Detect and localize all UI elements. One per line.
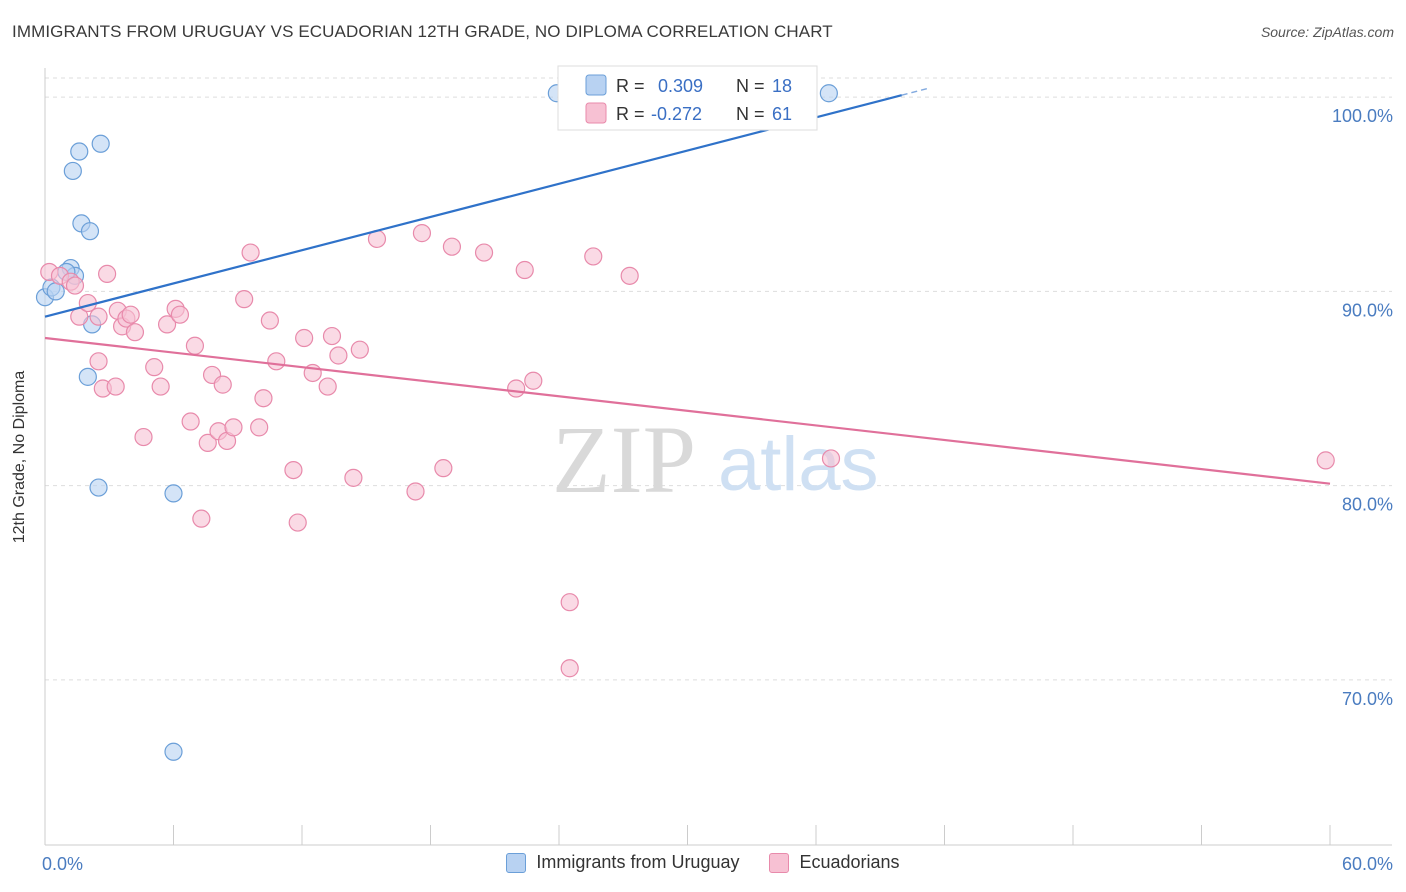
watermark-zip: ZIP bbox=[552, 406, 696, 513]
trend-line-uruguay bbox=[44, 94, 902, 318]
point-ecuadorians bbox=[412, 224, 432, 243]
x-tick-label: 60.0% bbox=[1342, 854, 1393, 874]
point-uruguay bbox=[63, 161, 82, 181]
stats-r-value-ecuadorians: -0.272 bbox=[651, 104, 702, 124]
point-ecuadorians bbox=[192, 509, 211, 528]
grid-lines bbox=[45, 77, 1392, 681]
point-uruguay bbox=[78, 367, 97, 386]
point-ecuadorians bbox=[288, 513, 307, 532]
point-ecuadorians bbox=[254, 389, 273, 408]
point-ecuadorians bbox=[106, 377, 125, 396]
point-ecuadorians bbox=[134, 427, 153, 447]
data-points bbox=[35, 84, 1335, 761]
legend: Immigrants from Uruguay Ecuadorians bbox=[0, 852, 1406, 873]
point-uruguay bbox=[46, 282, 65, 301]
trend-line-uruguay-extension bbox=[901, 87, 928, 96]
point-ecuadorians bbox=[295, 328, 314, 348]
legend-label-uruguay: Immigrants from Uruguay bbox=[536, 852, 740, 872]
point-ecuadorians bbox=[434, 459, 453, 478]
point-ecuadorians bbox=[406, 482, 425, 501]
watermark-atlas: atlas bbox=[718, 422, 879, 507]
point-ecuadorians bbox=[821, 449, 841, 468]
y-tick-label: 80.0% bbox=[1342, 495, 1393, 515]
point-ecuadorians bbox=[250, 418, 269, 437]
point-ecuadorians bbox=[89, 307, 108, 326]
point-uruguay bbox=[164, 484, 183, 503]
point-uruguay bbox=[80, 222, 100, 241]
point-ecuadorians bbox=[507, 379, 526, 398]
chart-title: IMMIGRANTS FROM URUGUAY VS ECUADORIAN 12… bbox=[12, 22, 833, 41]
y-tick-label: 90.0% bbox=[1342, 300, 1393, 320]
point-ecuadorians bbox=[65, 276, 85, 295]
tick-labels: 70.0% 80.0% 90.0% 100.0% 0.0% 60.0% bbox=[42, 106, 1393, 874]
point-ecuadorians bbox=[185, 336, 205, 355]
point-ecuadorians bbox=[151, 377, 170, 396]
y-tick-label: 70.0% bbox=[1342, 689, 1393, 709]
point-ecuadorians bbox=[125, 323, 145, 342]
stats-box: R = 0.309 N = 18 R = -0.272 N = 61 bbox=[557, 65, 818, 131]
watermark: ZIP atlas bbox=[552, 406, 879, 513]
trend-line-ecuadorians bbox=[44, 336, 1331, 485]
point-ecuadorians bbox=[213, 375, 232, 394]
y-tick-label: 100.0% bbox=[1332, 106, 1393, 126]
x-tick-label: 0.0% bbox=[42, 854, 83, 874]
stats-r-label-uruguay: R = bbox=[616, 76, 645, 96]
trend-lines bbox=[44, 87, 1331, 485]
source-label: Source: ZipAtlas.com bbox=[1260, 24, 1394, 40]
point-ecuadorians bbox=[145, 358, 164, 377]
stats-n-label-ecuadorians: N = bbox=[736, 104, 765, 124]
point-ecuadorians bbox=[170, 305, 190, 324]
point-ecuadorians bbox=[98, 264, 117, 284]
stats-n-label-uruguay: N = bbox=[736, 76, 765, 96]
point-ecuadorians bbox=[584, 247, 603, 266]
point-ecuadorians bbox=[329, 346, 348, 365]
point-uruguay bbox=[164, 742, 183, 761]
stats-n-value-uruguay: 18 bbox=[772, 76, 792, 96]
stats-r-value-uruguay: 0.309 bbox=[658, 76, 703, 96]
point-ecuadorians bbox=[89, 352, 108, 371]
point-ecuadorians bbox=[322, 326, 342, 346]
legend-label-ecuadorians: Ecuadorians bbox=[799, 852, 900, 872]
point-uruguay bbox=[89, 478, 108, 497]
point-ecuadorians bbox=[560, 593, 579, 612]
point-uruguay bbox=[819, 84, 838, 103]
axes bbox=[44, 68, 1392, 846]
point-ecuadorians bbox=[267, 352, 286, 371]
point-ecuadorians bbox=[350, 340, 369, 359]
legend-swatch-ecuadorians bbox=[769, 852, 790, 873]
point-ecuadorians bbox=[284, 460, 303, 480]
point-ecuadorians bbox=[198, 433, 217, 453]
point-ecuadorians bbox=[260, 311, 279, 330]
point-ecuadorians bbox=[318, 377, 337, 396]
point-ecuadorians bbox=[1316, 451, 1335, 470]
point-uruguay bbox=[91, 134, 110, 153]
point-ecuadorians bbox=[515, 260, 534, 280]
point-ecuadorians bbox=[235, 290, 254, 309]
legend-item-ecuadorians: Ecuadorians bbox=[769, 852, 900, 873]
legend-swatch-uruguay bbox=[506, 852, 527, 873]
stats-n-value-ecuadorians: 61 bbox=[772, 104, 792, 124]
point-ecuadorians bbox=[560, 659, 579, 678]
legend-item-uruguay: Immigrants from Uruguay bbox=[506, 852, 739, 873]
stats-swatch-ecuadorians bbox=[585, 102, 607, 124]
point-ecuadorians bbox=[181, 412, 200, 431]
point-ecuadorians bbox=[620, 266, 639, 285]
stats-swatch-uruguay bbox=[585, 74, 607, 96]
point-ecuadorians bbox=[121, 305, 140, 324]
point-ecuadorians bbox=[524, 371, 543, 390]
stats-r-label-ecuadorians: R = bbox=[616, 104, 645, 124]
point-ecuadorians bbox=[241, 243, 260, 262]
point-ecuadorians bbox=[157, 315, 177, 334]
point-ecuadorians bbox=[344, 468, 363, 487]
point-ecuadorians bbox=[442, 237, 462, 256]
point-uruguay bbox=[70, 142, 89, 161]
point-ecuadorians bbox=[224, 418, 243, 437]
point-ecuadorians bbox=[474, 243, 494, 262]
